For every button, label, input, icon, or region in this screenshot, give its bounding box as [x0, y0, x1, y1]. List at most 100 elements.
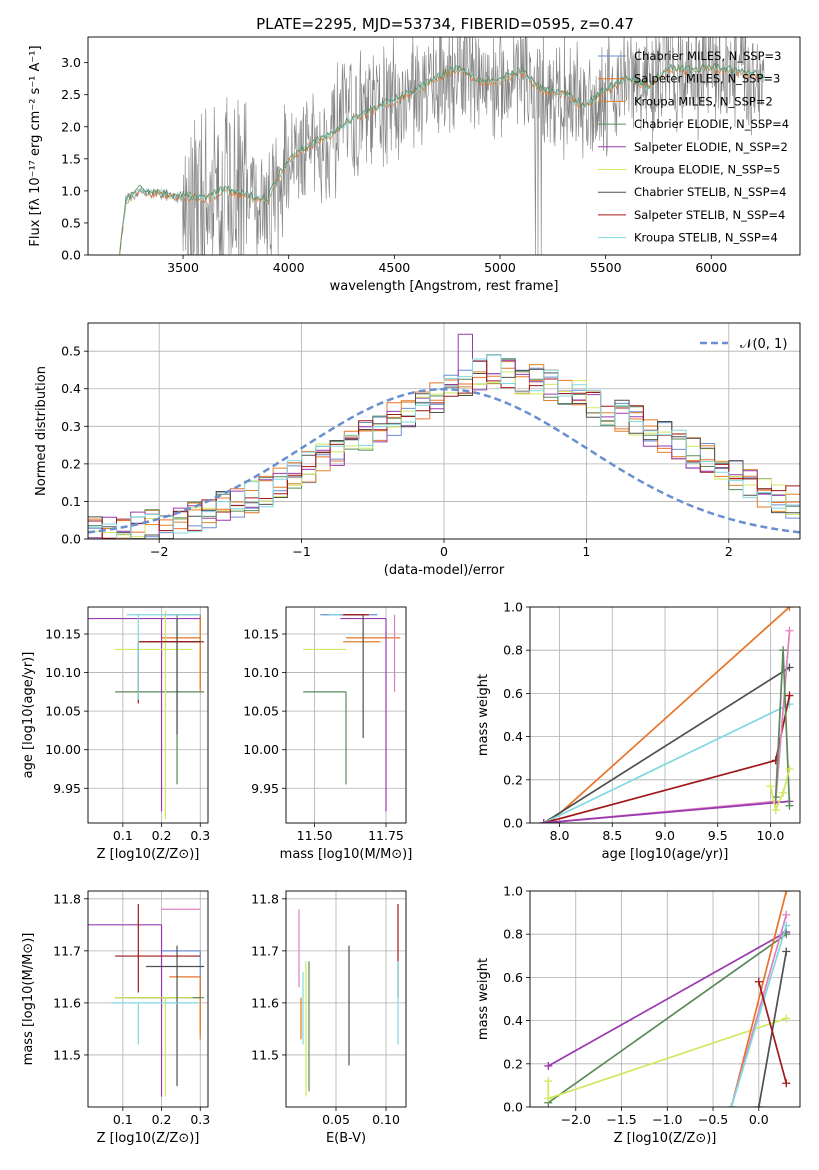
series-line-salpeter_miles: [730, 891, 788, 1107]
y-tick-label: 11.8: [53, 891, 81, 906]
y-tick-label: 11.7: [251, 943, 279, 958]
data-point-marker: [782, 910, 791, 919]
x-tick-label: 11.75: [368, 828, 404, 843]
x-axis-label: Z [log10(Z/Z⊙)]: [614, 1131, 717, 1146]
axes-border: [87, 36, 801, 256]
data-point-marker: [727, 1103, 736, 1107]
series-line-kroupa_stelib: [543, 703, 790, 823]
errorbar-salpeter_elodie: [88, 924, 163, 1097]
y-axis-label: Flux [fλ 10⁻¹⁷ erg cm⁻² s⁻¹ A⁻¹]: [28, 45, 43, 246]
x-tick-label: 0.05: [322, 1112, 350, 1127]
x-tick-label: −0.5: [698, 1112, 728, 1127]
y-tick-label: 2.0: [61, 119, 81, 134]
errorbar-chabrier_elodie: [303, 691, 347, 785]
data-point-marker: [785, 765, 794, 773]
errorbar-kroupa_elodie: [115, 997, 193, 1097]
y-tick-label: 11.8: [251, 891, 279, 906]
data-point-marker: [779, 788, 788, 797]
x-axis-label: E(B-V): [326, 1131, 366, 1146]
gaussian-reference-line: [88, 387, 800, 534]
errorbar-salpeter_stelib: [115, 904, 201, 993]
y-tick-label: 1.0: [503, 600, 523, 615]
panel-mass_vs_ebv: 0.05 0.10 11.5 11.6 11.7 11.8 E(B-V): [251, 890, 407, 1146]
series-line-salpeter_elodie: [543, 800, 790, 823]
errorbar-salpeter_elodie: [88, 617, 201, 812]
errorbar-chabrier_miles: [161, 614, 201, 631]
plot-area: [539, 607, 794, 823]
x-axis-label: Z [log10(Z/Z⊙)]: [97, 1131, 200, 1146]
plot-area: [544, 891, 791, 1107]
errorbar-chabrier_stelib: [146, 618, 205, 735]
series-line-kroupa_stelib: [730, 925, 788, 1107]
x-axis-label: age [log10(age/yr)]: [602, 847, 729, 862]
histogram-salpeter_elodie: [88, 333, 800, 539]
plot-area: [119, 37, 765, 255]
data-point-marker: [782, 921, 791, 930]
y-tick-label: 10.00: [243, 742, 279, 757]
y-tick-label: 10.00: [45, 742, 81, 757]
y-tick-label: 0.6: [503, 970, 523, 985]
series-line-salpeter_stelib: [757, 981, 788, 1084]
y-tick-label: 0.3: [61, 419, 81, 434]
y-tick-label: 0.5: [61, 215, 81, 230]
x-tick-label: 0.2: [152, 828, 172, 843]
legend-label: 𝒩(0, 1): [740, 337, 787, 352]
legend-label: Salpeter ELODIE, N_SSP=2: [634, 140, 788, 154]
y-tick-label: 0.2: [61, 456, 81, 471]
x-axis-label: Z [log10(Z/Z⊙)]: [97, 847, 200, 862]
panel-mass_weight_vs_z: −2.0 −1.5 −1.0 −0.5 0.0 0.0 0.2 0.4 0.6 0.8 1.0 Z […: [476, 884, 801, 1146]
axes-border: [87, 890, 209, 1108]
model-spectrum-line-salpeter_miles: [119, 65, 764, 255]
x-tick-label: 0.3: [190, 1112, 210, 1127]
panel-spectrum: 3500 4000 4500 5000 5500 6000 0.0 0.5 1.0 1.5 2.0 2…: [28, 36, 801, 294]
histogram-kroupa_elodie: [88, 371, 800, 538]
data-point-marker: [544, 1077, 553, 1086]
legend-label: Salpeter MILES, N_SSP=3: [634, 72, 780, 86]
axes-frame: −2 −1 0 1 2 0.0 0.1 0.2 0.3 0.4 0.5 (data-model)/er…: [34, 322, 801, 578]
x-tick-label: 0.1: [113, 828, 133, 843]
x-tick-label: −1.0: [652, 1112, 682, 1127]
errorbar-kroupa_miles: [138, 618, 201, 688]
legend-label: Chabrier STELIB, N_SSP=4: [634, 185, 786, 199]
x-tick-label: 3500: [167, 260, 199, 275]
y-axis-label: mass weight: [476, 674, 491, 756]
legend-label: Kroupa MILES, N_SSP=2: [634, 94, 773, 108]
x-tick-label: 4000: [273, 260, 305, 275]
data-point-marker: [544, 1094, 553, 1103]
axes-frame: 3500 4000 4500 5000 5500 6000 0.0 0.5 1.0 1.5 2.0 2…: [28, 36, 801, 294]
axes-frame: 0.1 0.2 0.3 11.5 11.6 11.7 11.8 Z [log10(Z/Z⊙)]…: [21, 890, 210, 1146]
x-tick-label: 5500: [590, 260, 622, 275]
y-tick-label: 0.2: [503, 1056, 523, 1071]
x-tick-label: 1: [582, 544, 590, 559]
legend-label: Kroupa STELIB, N_SSP=4: [634, 231, 778, 245]
legend-label: Salpeter STELIB, N_SSP=4: [634, 208, 785, 222]
axes-frame: 0.05 0.10 11.5 11.6 11.7 11.8 E(B-V): [251, 890, 407, 1146]
y-tick-label: 11.5: [251, 1047, 279, 1062]
series-line-chabrier_elodie: [547, 933, 787, 1104]
legend-label: Chabrier ELODIE, N_SSP=4: [634, 117, 789, 131]
data-point-marker: [785, 626, 794, 635]
y-tick-label: 0.5: [61, 344, 81, 359]
panel-residuals: −2 −1 0 1 2 0.0 0.1 0.2 0.3 0.4 0.5 (data-model)/er…: [34, 322, 801, 578]
figure-title: PLATE=2295, MJD=53734, FIBERID=0595, z=0…: [256, 15, 634, 33]
x-tick-label: 0.2: [152, 1112, 172, 1127]
errorbar-kroupa_elodie: [115, 610, 193, 820]
y-tick-label: 3.0: [61, 55, 81, 70]
axes-border: [87, 606, 209, 824]
x-tick-label: 10.0: [757, 828, 785, 843]
data-point-marker: [754, 977, 763, 986]
y-tick-label: 10.10: [45, 665, 81, 680]
y-tick-label: 0.2: [503, 772, 523, 787]
x-tick-label: 6000: [695, 260, 727, 275]
x-tick-label: −2: [150, 544, 168, 559]
legend: Chabrier MILES, N_SSP=3 Salpeter MILES, N…: [598, 49, 789, 245]
y-tick-label: 2.5: [61, 87, 81, 102]
x-tick-label: 0.10: [372, 1112, 400, 1127]
data-point-marker: [785, 691, 794, 700]
x-tick-label: 8.5: [602, 828, 622, 843]
y-tick-label: 0.0: [503, 816, 523, 831]
legend-label: Kroupa ELODIE, N_SSP=5: [634, 163, 780, 177]
data-point-marker: [785, 607, 794, 611]
errorbar-chabrier_stelib: [146, 945, 205, 1087]
y-tick-label: 1.5: [61, 151, 81, 166]
